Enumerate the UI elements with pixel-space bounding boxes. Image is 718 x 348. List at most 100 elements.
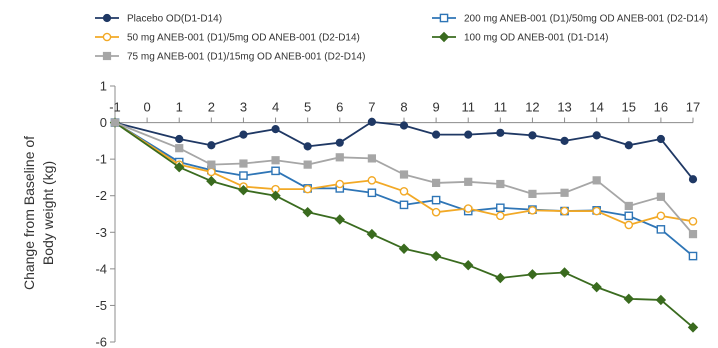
data-point — [528, 189, 537, 198]
y-tick-label: -5 — [95, 298, 107, 313]
x-tick-label: 16 — [654, 100, 668, 115]
data-point — [207, 167, 216, 177]
data-point — [464, 177, 473, 186]
y-axis-title-line: Change from Baseline of — [21, 136, 37, 290]
data-point — [623, 293, 634, 305]
x-tick-label: 11 — [494, 100, 508, 115]
data-point — [591, 281, 602, 293]
data-point — [366, 228, 378, 240]
data-point — [335, 179, 345, 189]
data-point — [688, 217, 698, 226]
data-point — [495, 272, 506, 284]
data-point — [175, 144, 184, 153]
data-point — [496, 203, 505, 213]
data-point — [367, 154, 376, 163]
series-line — [114, 121, 694, 329]
data-point — [175, 134, 184, 144]
data-point — [207, 141, 216, 150]
data-point — [302, 206, 313, 218]
y-tick-label: -1 — [95, 152, 107, 167]
data-point — [206, 175, 217, 187]
data-point — [334, 214, 345, 225]
data-point — [431, 195, 441, 205]
legend-label: 100 mg OD ANEB-001 (D1-D14) — [464, 33, 609, 44]
x-tick-label: 9 — [432, 100, 439, 115]
legend-marker — [102, 51, 112, 61]
legend-item: Placebo OD(D1-D14) — [95, 14, 222, 25]
data-point — [687, 322, 699, 333]
x-tick-label: 7 — [368, 100, 375, 115]
x-tick-label: 14 — [589, 100, 603, 115]
x-tick-label: 3 — [240, 100, 247, 115]
data-point — [527, 269, 538, 280]
x-tick-label: 5 — [304, 100, 311, 115]
x-tick-label: 8 — [400, 100, 407, 115]
series-group — [109, 117, 699, 333]
data-point — [559, 267, 570, 278]
series-0 — [110, 117, 698, 184]
legend-label: 75 mg ANEB-001 (D1)/15mg OD ANEB-001 (D2… — [127, 52, 365, 63]
data-point — [399, 187, 409, 196]
data-point — [528, 131, 537, 140]
x-tick-label: 17 — [686, 100, 700, 115]
data-point — [239, 159, 248, 168]
legend-marker — [102, 32, 112, 42]
data-point — [624, 211, 634, 221]
data-point — [174, 161, 185, 173]
data-point — [239, 171, 248, 180]
data-point — [688, 230, 698, 239]
data-point — [688, 175, 698, 184]
y-axis-title: Change from Baseline of Body weight (kg) — [21, 136, 56, 290]
data-point — [528, 206, 537, 215]
x-tick-label: 1 — [176, 100, 183, 115]
legend-item: 100 mg OD ANEB-001 (D1-D14) — [432, 31, 609, 44]
series-4 — [110, 118, 698, 239]
data-point — [560, 188, 569, 197]
x-tick-label: 6 — [336, 100, 343, 115]
y-tick-label: 1 — [100, 79, 107, 94]
data-point — [496, 211, 505, 221]
data-point — [560, 206, 569, 216]
series-line — [114, 121, 694, 235]
data-point — [399, 170, 409, 179]
data-point — [110, 118, 120, 127]
data-point — [592, 176, 601, 185]
data-point — [431, 207, 441, 217]
data-point — [655, 294, 667, 306]
x-tick-label: 2 — [208, 100, 215, 115]
x-tick-label: 13 — [557, 100, 571, 115]
data-point — [271, 166, 280, 176]
legend: Placebo OD(D1-D14) 200 mg ANEB-001 (D1)/5… — [95, 14, 708, 63]
data-point — [367, 117, 376, 126]
data-point — [335, 138, 344, 147]
data-point — [367, 188, 377, 198]
y-tick-label: -4 — [95, 261, 107, 276]
y-tick-label: -3 — [95, 225, 107, 240]
legend-item: 200 mg ANEB-001 (D1)/50mg OD ANEB-001 (D… — [432, 14, 708, 25]
data-point — [656, 225, 666, 234]
data-point — [463, 259, 474, 271]
data-point — [399, 121, 409, 130]
data-point — [430, 250, 442, 262]
y-tick-label: -2 — [95, 188, 107, 203]
y-axis-title-text: Change from Baseline of Body weight (kg) — [21, 136, 56, 290]
legend-label: 50 mg ANEB-001 (D1)/5mg OD ANEB-001 (D2-… — [127, 33, 360, 44]
x-tick-label: 0 — [143, 100, 150, 115]
data-point — [560, 136, 569, 145]
legend-item: 75 mg ANEB-001 (D1)/15mg OD ANEB-001 (D2… — [95, 52, 365, 63]
x-tick-label: 4 — [272, 100, 279, 115]
data-point — [656, 134, 665, 144]
data-point — [432, 178, 441, 188]
data-point — [656, 192, 665, 201]
data-point — [239, 130, 248, 139]
data-point — [303, 184, 312, 194]
data-point — [688, 251, 698, 261]
y-tick-label: 0 — [100, 115, 107, 130]
data-point — [303, 160, 312, 169]
y-axis-title-line: Body weight (kg) — [40, 161, 56, 265]
data-point — [592, 206, 601, 216]
data-point — [464, 130, 473, 139]
legend-item: 50 mg ANEB-001 (D1)/5mg OD ANEB-001 (D2-… — [95, 33, 360, 44]
data-point — [238, 185, 249, 196]
series-line — [114, 121, 694, 226]
